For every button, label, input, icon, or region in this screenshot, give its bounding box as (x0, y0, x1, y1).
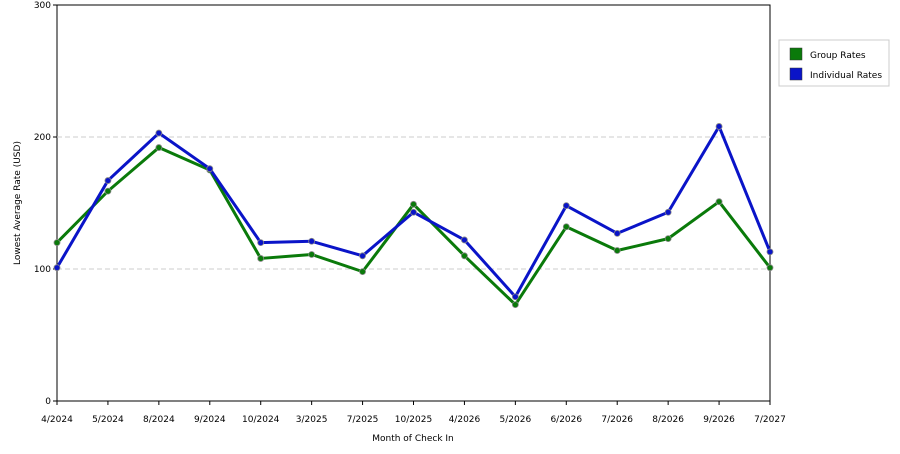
x-tick-label: 10/2024 (242, 415, 280, 425)
data-point (511, 293, 519, 301)
x-tick-label: 4/2024 (41, 415, 73, 425)
x-tick-label: 5/2026 (500, 415, 532, 425)
data-point (104, 187, 112, 195)
x-tick-label: 9/2024 (194, 415, 226, 425)
data-point (359, 268, 366, 276)
data-point (308, 251, 316, 258)
x-tick-label: 5/2024 (92, 415, 124, 425)
y-tick-label: 100 (34, 265, 51, 275)
data-point (511, 301, 519, 309)
data-point (715, 198, 723, 206)
series-line (55, 146, 772, 307)
data-point (410, 208, 417, 216)
data-point (53, 264, 61, 272)
x-tick-label: 8/2024 (143, 415, 175, 425)
data-point (155, 144, 163, 151)
data-point (257, 239, 265, 247)
y-tick-label: 0 (45, 397, 51, 407)
x-tick-label: 7/2025 (347, 415, 379, 425)
legend-label: Individual Rates (810, 71, 882, 81)
y-axis-label: Lowest Average Rate (USD) (13, 141, 23, 265)
x-axis-label: Month of Check In (372, 434, 454, 444)
data-point (461, 236, 468, 244)
x-tick-label: 10/2025 (395, 415, 432, 425)
x-tick-label: 8/2026 (652, 415, 684, 425)
x-tick-label: 7/2026 (601, 415, 633, 425)
data-point (308, 237, 316, 245)
legend-swatch (789, 47, 803, 61)
data-point (155, 129, 163, 137)
data-point (613, 229, 621, 237)
x-tick-label: 6/2026 (550, 415, 582, 425)
legend-swatch (789, 67, 803, 81)
data-point (766, 248, 774, 256)
y-tick-label: 300 (34, 1, 51, 11)
data-point (664, 208, 672, 216)
data-point (410, 200, 417, 208)
data-point (664, 235, 672, 243)
x-tick-label: 7/2027 (754, 415, 786, 425)
data-point (613, 247, 621, 254)
data-point (562, 202, 570, 210)
data-point (104, 177, 112, 184)
data-point (715, 123, 723, 130)
x-tick-label: 3/2025 (296, 415, 328, 425)
data-point (206, 165, 214, 173)
data-point (562, 223, 570, 231)
x-tick-label: 9/2026 (703, 415, 735, 425)
data-point (766, 264, 774, 272)
data-point (461, 252, 468, 260)
legend-label: Group Rates (810, 51, 866, 61)
data-point (359, 252, 366, 260)
data-point (257, 255, 265, 262)
x-tick-label: 4/2026 (449, 415, 481, 425)
data-point (53, 239, 61, 247)
y-tick-label: 200 (34, 133, 51, 143)
